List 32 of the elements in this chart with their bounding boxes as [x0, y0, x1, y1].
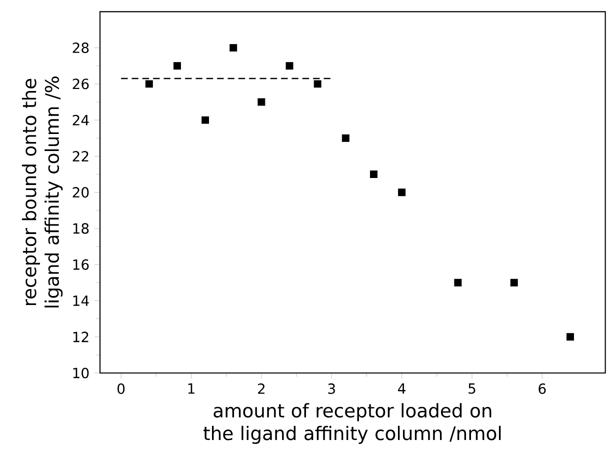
point — [145, 80, 153, 88]
point — [230, 44, 238, 52]
point — [454, 278, 462, 286]
point — [370, 170, 378, 178]
point — [342, 134, 350, 142]
x-tick-label: 4 — [398, 383, 406, 394]
point — [510, 278, 518, 286]
y-axis-title: receptor bound onto the ligand affinity column /% — [22, 76, 63, 308]
point — [566, 333, 574, 341]
x-tick-label: 0 — [118, 383, 125, 394]
point — [258, 98, 266, 106]
y-tick-label: 28 — [72, 42, 89, 54]
y-tick-label: 12 — [73, 332, 88, 342]
x-tick-label: 1 — [188, 383, 194, 394]
point — [173, 62, 181, 70]
x-axis-title: amount of receptor loaded on the ligand affinity column /nmol — [203, 403, 501, 444]
y-tick-label: 22 — [72, 151, 88, 162]
y-tick-label: 16 — [73, 259, 89, 270]
point — [202, 116, 210, 124]
x-tick-label: 2 — [258, 383, 264, 394]
point — [314, 80, 322, 88]
point — [398, 188, 406, 196]
x-tick-label: 3 — [328, 383, 335, 394]
y-tick-label: 14 — [73, 296, 89, 306]
point — [286, 62, 294, 70]
y-tick-label: 24 — [72, 114, 89, 126]
x-tick-label: 6 — [538, 383, 546, 394]
y-tick-label: 26 — [72, 78, 89, 90]
x-tick-label: 5 — [468, 383, 476, 394]
y-tick-label: 10 — [73, 368, 89, 378]
y-tick-label: 18 — [73, 223, 89, 234]
y-tick-label: 20 — [72, 187, 89, 198]
